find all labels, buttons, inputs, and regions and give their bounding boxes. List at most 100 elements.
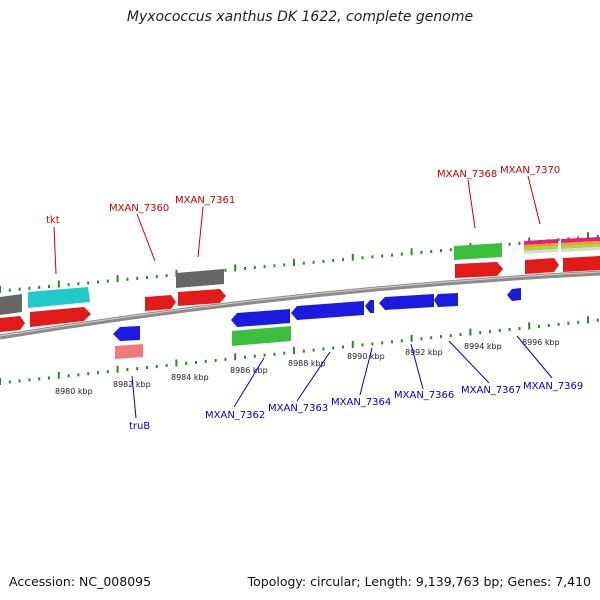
feature-blue-7363[interactable] [291,301,364,320]
track-tick [116,275,119,283]
ruler-labels: 8980 kbp 8982 kbp 8984 kbp 8986 kbp 8988… [55,338,560,396]
feature-red-right[interactable] [563,256,600,272]
track-tick [136,367,139,371]
track-tick [567,321,570,325]
feature-blue-7369[interactable] [507,288,521,301]
track-tick [106,279,109,283]
track-tick [430,250,433,253]
track-tick [557,238,560,242]
gene-label-trub[interactable]: truB [129,421,150,432]
accession-text: Accession: NC_008095 [9,574,152,589]
track-tick [87,281,90,285]
feature-blue-7364[interactable] [365,300,374,313]
feature-red-7368[interactable] [455,262,503,278]
track-tick [253,354,256,358]
track-tick [48,285,50,288]
gene-label-mxan-7367[interactable]: MXAN_7367 [461,385,521,396]
track-tick [440,335,442,339]
track-tick [155,365,158,368]
track-tick [322,347,325,351]
track-tick [38,285,41,289]
track-tick [28,286,31,290]
feature-blue-7366[interactable] [379,294,434,310]
gene-label-mxan-7364[interactable]: MXAN_7364 [331,397,391,408]
feature-blue-trub[interactable] [113,326,140,341]
track-tick [273,352,276,356]
track-tick [204,359,207,363]
feature-red-7370[interactable] [525,258,559,274]
track-tick [224,268,227,272]
ruler-label: 8988 kbp [288,359,326,368]
gene-label-mxan-7360[interactable]: MXAN_7360 [109,203,169,214]
track-tick [106,370,109,374]
track-tick [195,360,197,364]
gene-label-mxan-7370[interactable]: MXAN_7370 [500,165,560,176]
feature-stack-7370[interactable] [524,237,600,254]
gene-label-mxan-7369[interactable]: MXAN_7369 [523,381,583,392]
feature-red-tkt[interactable] [30,307,91,327]
feature-green-7362[interactable] [232,326,291,346]
gene-label-tkt[interactable]: tkt [46,215,60,226]
track-tick [479,331,482,335]
track-tick [420,250,423,254]
track-tick [577,236,580,240]
feature-red-7361[interactable] [178,289,226,306]
track-tick [293,259,295,267]
track-tick [97,280,99,284]
upper-tick-track [0,232,599,293]
lower-tick-track [0,316,599,385]
track-tick [449,248,452,252]
track-tick [116,365,119,373]
feature-blue-7362[interactable] [231,309,290,327]
gene-label-mxan-7362[interactable]: MXAN_7362 [205,410,265,421]
track-tick [596,234,599,238]
feature-grey-7361[interactable] [176,269,224,288]
track-tick [283,351,286,355]
gene-label-mxan-7361[interactable]: MXAN_7361 [175,195,235,206]
track-tick [381,341,384,345]
feature-tkt-cds[interactable] [28,287,90,308]
track-tick [67,374,70,378]
track-tick [18,287,21,291]
track-tick [234,353,237,361]
track-tick [214,358,217,362]
track-tick [253,266,256,270]
track-tick [410,334,413,342]
track-tick [440,249,442,253]
track-tick [312,348,315,352]
feature-pink-trub[interactable] [115,344,143,359]
track-tick [371,255,374,259]
feature-grey-left[interactable] [0,294,22,315]
track-tick [28,378,31,382]
track-tick [508,328,511,331]
track-tick [391,340,393,344]
feature-green-7368[interactable] [454,243,502,260]
track-tick [293,347,295,355]
track-tick [596,318,599,322]
track-tick [420,337,423,341]
track-tick [342,345,344,349]
ruler-label: 8996 kbp [522,338,560,347]
gene-label-mxan-7366[interactable]: MXAN_7366 [394,390,454,401]
feature-red-left[interactable] [0,316,25,332]
track-tick [48,376,50,380]
track-tick [0,286,1,293]
upper-labels: tkt MXAN_7360 MXAN_7361 MXAN_7368 MXAN_7… [46,165,560,226]
ruler-label: 8992 kbp [405,348,443,357]
track-tick [332,346,335,350]
ruler-label: 8994 kbp [464,342,502,351]
track-tick [361,343,364,347]
lower-leaders [131,335,553,419]
track-tick [165,364,168,367]
gene-label-mxan-7368[interactable]: MXAN_7368 [437,169,497,180]
feature-blue-7367[interactable] [434,293,458,307]
track-tick [244,267,246,270]
track-tick [361,256,364,260]
lower-labels: truB MXAN_7362 MXAN_7363 MXAN_7364 MXAN_… [129,381,583,432]
track-tick [67,283,70,287]
track-tick [400,252,403,256]
feature-red-7360[interactable] [145,295,176,311]
track-tick [557,322,560,326]
gene-label-mxan-7363[interactable]: MXAN_7363 [268,403,328,414]
track-tick [577,320,580,324]
